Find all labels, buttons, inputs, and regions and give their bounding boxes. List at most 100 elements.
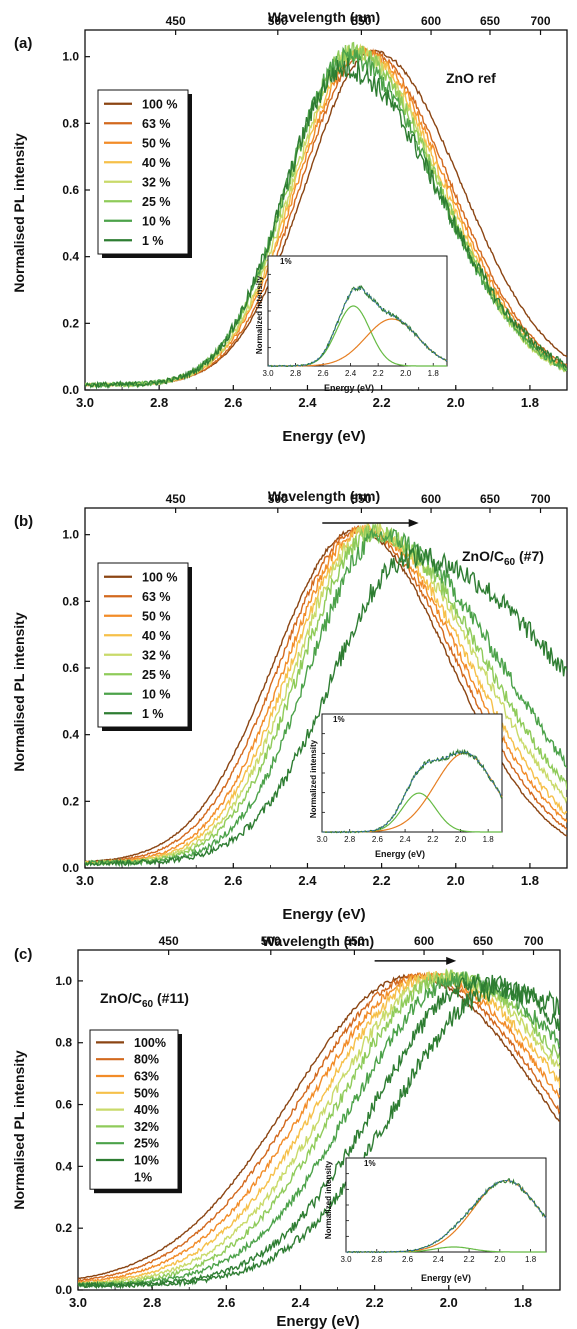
series-line: [85, 525, 567, 865]
y-tick-label: 0.6: [55, 1098, 72, 1112]
legend: 100 % 63 % 50 % 40 % 32 % 25 % 10 % 1 %: [97, 562, 192, 731]
inset-x-label: Energy (eV): [375, 849, 425, 859]
legend: 100 % 63 % 50 % 40 % 32 % 25 % 10 % 1 %: [97, 89, 192, 258]
inset-label: 1%: [364, 1159, 376, 1168]
inset-label: 1%: [280, 257, 292, 266]
series-group: [78, 968, 560, 1290]
legend-entry: 32 %: [142, 648, 171, 662]
y-tick-label: 0.2: [55, 1221, 72, 1235]
inset-x-tick-label: 3.0: [262, 369, 274, 378]
legend-entry: 50 %: [142, 609, 171, 623]
legend-entry: 50 %: [142, 136, 171, 150]
inset-x-tick-label: 3.0: [340, 1255, 352, 1264]
top-tick-label: 700: [531, 14, 551, 28]
top-tick-label: 600: [421, 492, 441, 506]
inset-x-tick-label: 2.4: [345, 369, 357, 378]
top-tick-label: 600: [414, 934, 434, 948]
x-tick-label: 2.4: [291, 1295, 310, 1310]
plot-area: 3.0 2.8 2.6 2.4 2.2 2.0 1.8 0.0 0.2 0.4 0.6 0.8 1.0 4…: [62, 14, 568, 410]
inset-x-tick-label: 2.8: [290, 369, 302, 378]
top-tick-label: 450: [166, 492, 186, 506]
legend-entry: 25 %: [142, 668, 171, 682]
plot-area: 3.0 2.8 2.6 2.4 2.2 2.0 1.8 0.0 0.2 0.4 0.6 0.8 1.0 4…: [55, 934, 561, 1310]
x-tick-label: 2.0: [447, 395, 465, 410]
y-axis-label: Normalised PL intensity: [11, 1050, 27, 1209]
sample-label: ZnO/C60 (#11): [100, 990, 189, 1010]
legend: 100% 80% 63% 50% 40% 32% 25% 10% 1%: [89, 1029, 182, 1194]
y-tick-label: 0.2: [62, 316, 79, 330]
series-line: [85, 522, 567, 866]
top-tick-label: 700: [531, 492, 551, 506]
top-axis-label: Wavelength (nm): [262, 933, 374, 949]
inset-x-tick-label: 2.8: [371, 1255, 383, 1264]
legend-entry: 10 %: [142, 687, 171, 701]
x-tick-label: 2.0: [447, 873, 465, 888]
legend-entry: 100 %: [142, 97, 177, 111]
legend-entry: 50%: [134, 1086, 159, 1100]
top-tick-label: 650: [480, 14, 500, 28]
sample-label: ZnO ref: [446, 70, 496, 86]
y-tick-label: 0.8: [55, 1036, 72, 1050]
x-tick-label: 2.4: [298, 873, 317, 888]
top-tick-label: 500: [268, 14, 288, 28]
series-group: [85, 41, 567, 390]
inset-x-label: Energy (eV): [421, 1273, 471, 1283]
series-line: [85, 57, 567, 390]
legend-entry: 40 %: [142, 156, 171, 170]
series-line: [85, 522, 567, 866]
inset-x-tick-label: 2.6: [372, 835, 384, 844]
x-tick-label: 1.8: [521, 395, 539, 410]
top-tick-label: 600: [421, 14, 441, 28]
x-tick-label: 2.8: [150, 873, 168, 888]
legend-box: [97, 562, 189, 728]
top-tick-label: 450: [159, 934, 179, 948]
inset-x-label: Energy (eV): [324, 383, 374, 393]
y-tick-label: 1.0: [55, 974, 72, 988]
top-tick-label: 550: [351, 14, 371, 28]
top-tick-label: 550: [351, 492, 371, 506]
inset-x-tick-label: 2.0: [400, 369, 412, 378]
legend-entry: 25 %: [142, 195, 171, 209]
inset-x-tick-label: 2.4: [400, 835, 412, 844]
legend-entry: 40 %: [142, 629, 171, 643]
x-tick-label: 2.8: [143, 1295, 161, 1310]
inset-x-tick-label: 2.0: [455, 835, 467, 844]
arrow-head-icon: [408, 519, 419, 527]
plot-area: 3.0 2.8 2.6 2.4 2.2 2.0 1.8 0.0 0.2 0.4 0.6 0.8 1.0 4…: [62, 492, 568, 888]
y-tick-label: 0.8: [62, 116, 79, 130]
x-tick-label: 1.8: [521, 873, 539, 888]
x-tick-label: 2.6: [217, 1295, 235, 1310]
top-axis-label: Wavelength (nm): [268, 488, 380, 504]
top-tick-label: 500: [261, 934, 281, 948]
inset-x-tick-label: 2.6: [318, 369, 330, 378]
plot-frame: [77, 949, 561, 1291]
panel-a: (a) Wavelength (nm) Normalised PL intens…: [11, 9, 568, 445]
x-tick-label: 2.2: [366, 1295, 384, 1310]
panel-label: (b): [14, 513, 33, 530]
y-tick-label: 0.0: [62, 383, 79, 397]
inset-x-tick-label: 2.4: [433, 1255, 445, 1264]
inset-y-label: Normalized intensity: [324, 1160, 333, 1239]
inset-x-tick-label: 2.2: [373, 369, 385, 378]
inset-x-tick-label: 2.2: [464, 1255, 476, 1264]
legend-entry: 10 %: [142, 214, 171, 228]
inset-x-tick-label: 2.0: [494, 1255, 506, 1264]
legend-entry: 1%: [134, 1170, 152, 1184]
inset-x-tick-label: 2.8: [344, 835, 356, 844]
inset-x-tick-label: 3.0: [316, 835, 328, 844]
inset-fit-sum: [268, 287, 448, 367]
y-tick-label: 1.0: [62, 50, 79, 64]
series-line: [78, 978, 560, 1290]
top-tick-label: 700: [524, 934, 544, 948]
arrow-head-icon: [446, 956, 457, 965]
inset-frame: [345, 1157, 547, 1253]
inset-y-label: Normalized intensity: [255, 275, 264, 354]
x-tick-label: 2.6: [224, 395, 242, 410]
y-tick-label: 1.0: [62, 528, 79, 542]
x-tick-label: 2.0: [440, 1295, 458, 1310]
inset-x-tick-label: 2.6: [402, 1255, 414, 1264]
y-tick-label: 0.8: [62, 594, 79, 608]
x-tick-label: 1.8: [514, 1295, 532, 1310]
series-line: [78, 970, 560, 1285]
